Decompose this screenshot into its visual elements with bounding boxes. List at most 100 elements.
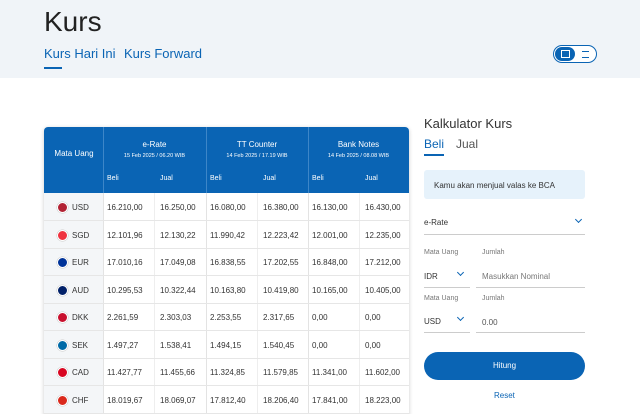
rate-table: Mata Uang e-Rate 15 Feb 2025 / 06.20 WIB B… [44, 127, 409, 414]
grid-view-button[interactable] [555, 47, 575, 61]
chevron [456, 313, 465, 322]
divider [308, 127, 309, 193]
view-toggle [553, 45, 597, 63]
rate-value: 12.130,22 [160, 230, 196, 240]
currency-code: AUD [72, 285, 89, 295]
flag [57, 312, 68, 323]
sub-header: Beli [312, 175, 324, 182]
field-label: Jumlah [482, 295, 505, 302]
table-header [44, 127, 409, 193]
reset-link[interactable]: Reset [494, 391, 515, 400]
divider [103, 127, 104, 193]
rate-value: 10.322,44 [160, 285, 196, 295]
rate-value: 1.497,27 [107, 340, 139, 350]
row-line [44, 412, 409, 414]
calc-tab-underline [424, 154, 444, 156]
chevron [456, 268, 465, 277]
rate-select[interactable]: e-Rate [424, 218, 449, 227]
currency-code: USD [72, 203, 89, 212]
rate-value: 2.253,55 [210, 313, 242, 322]
field-label: Jumlah [482, 249, 505, 256]
rate-value: 18.206,40 [263, 395, 299, 405]
row-line [44, 357, 409, 359]
row-line [44, 330, 409, 331]
rate-value: 10.405,00 [365, 285, 401, 295]
sub-header: Beli [107, 175, 119, 182]
flag [57, 339, 68, 351]
underline [476, 287, 585, 288]
group-title: e-Rate [142, 140, 167, 149]
rate-value: 17.049,08 [160, 258, 196, 267]
group-date: 15 Feb 2025 / 06.20 WIB [123, 153, 186, 159]
sub-header: Jual [160, 175, 173, 182]
flag [57, 394, 68, 406]
rate-value: 11.602,00 [365, 368, 400, 377]
result-output: 0.00 [482, 318, 498, 327]
flag [57, 202, 68, 213]
grid-icon [561, 50, 570, 58]
rate-value: 16.848,00 [312, 258, 348, 267]
underline [424, 287, 470, 288]
currency-select[interactable]: USD [424, 317, 441, 326]
rate-value: 2.303,03 [160, 313, 192, 322]
rate-value: 0,00 [365, 313, 381, 322]
rate-value: 11.341,00 [312, 368, 347, 377]
field-label: Mata Uang [424, 295, 459, 302]
rate-value: 12.101,96 [107, 230, 143, 240]
divider [103, 193, 104, 414]
divider [206, 127, 207, 193]
rate-value: 10.163,80 [210, 285, 246, 295]
rate-value: 17.841,00 [312, 395, 348, 405]
divider [206, 193, 207, 414]
group-title: TT Counter [236, 140, 278, 149]
row-line [44, 220, 409, 221]
rate-value: 18.069,07 [160, 395, 196, 405]
rate-value: 16.380,00 [263, 203, 299, 212]
rate-value: 1.538,41 [160, 340, 192, 350]
rate-value: 12.223,42 [263, 230, 299, 240]
rate-value: 17.212,00 [365, 258, 401, 267]
row-line [44, 275, 409, 276]
rate-value: 11.427,77 [107, 368, 142, 377]
flag [57, 257, 68, 268]
flag [57, 284, 68, 296]
rate-value: 17.202,55 [263, 258, 299, 267]
currency-select[interactable]: IDR [424, 272, 438, 281]
sub-divider [359, 193, 360, 414]
rate-value: 1.494,15 [210, 340, 242, 350]
list-view-button[interactable] [582, 51, 589, 58]
group-date: 14 Feb 2025 / 08.08 WIB [327, 153, 390, 159]
divider [308, 193, 309, 414]
currency-code: SGD [72, 230, 90, 240]
group-date: 14 Feb 2025 / 17.19 WIB [226, 153, 288, 159]
rate-value: 18.019,67 [107, 395, 143, 405]
rate-value: 10.419,80 [263, 285, 299, 295]
rate-value: 16.430,00 [365, 203, 401, 212]
tab[interactable]: Kurs Forward [124, 46, 203, 61]
rate-value: 12.001,00 [312, 230, 348, 240]
sub-divider [257, 193, 258, 414]
sub-header: Beli [210, 175, 222, 182]
currency-code: EUR [72, 258, 89, 267]
rate-value: 0,00 [312, 313, 328, 322]
currency-code: SEK [72, 340, 89, 350]
rate-value: 10.165,00 [312, 285, 348, 295]
chevron [574, 215, 583, 224]
tab[interactable]: Kurs Hari Ini [44, 46, 116, 61]
currency-code: DKK [72, 313, 89, 322]
row-line [44, 247, 409, 249]
page-title: Kurs [44, 6, 102, 37]
calc-tab[interactable]: Jual [456, 137, 479, 151]
currency-code: CHF [72, 395, 89, 405]
amount-input[interactable]: Masukkan Nominal [482, 272, 551, 281]
rate-value: 17.010,16 [107, 258, 143, 267]
currency-column [44, 193, 103, 414]
calculate-button[interactable]: Hitung [424, 352, 585, 380]
info-text: Kamu akan menjual valas ke BCA [434, 181, 555, 190]
rate-value: 11.579,85 [263, 368, 298, 377]
rate-value: 2.317,65 [263, 313, 295, 322]
row-line [44, 385, 409, 386]
calc-tab[interactable]: Beli [424, 137, 445, 151]
info-box [424, 170, 585, 199]
